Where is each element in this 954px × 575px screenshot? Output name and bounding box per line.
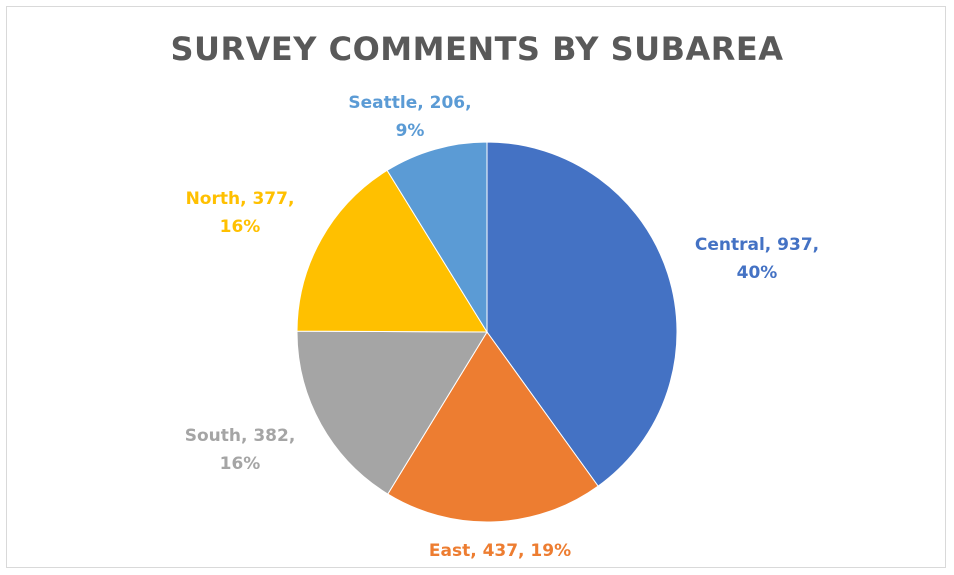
pie-label-line: 16% [220,217,261,237]
pie-label-east: East, 437, 19% [429,541,571,561]
pie-label-line: East, 437, 19% [429,541,571,561]
pie-label-north: North, 377, 16% [186,189,295,237]
pie-label-line: 16% [220,454,261,474]
pie-label-line: 9% [396,121,425,141]
pie-label-line: North, 377, [186,189,295,209]
pie-slice-north[interactable] [296,169,488,333]
pie-label-line: Seattle, 206, [348,93,471,113]
pie-label-south: South, 382, 16% [185,426,296,474]
pie-label-central: Central, 937, 40% [695,235,819,283]
chart-title: SURVEY COMMENTS BY SUBAREA [170,30,784,68]
pie-slice-east[interactable] [387,331,599,523]
pie-slice-south[interactable] [296,330,488,495]
pie-labels: Central, 937, 40% East, 437, 19% South, 382… [185,93,819,561]
pie-label-line: South, 382, [185,426,296,446]
pie-slice-central[interactable] [486,141,678,487]
pie-slice-seattle[interactable] [386,141,488,334]
pie-slices [296,141,678,523]
pie-label-line: Central, 937, [695,235,819,255]
pie-label-seattle: Seattle, 206, 9% [348,93,471,141]
pie-label-line: 40% [737,263,778,283]
